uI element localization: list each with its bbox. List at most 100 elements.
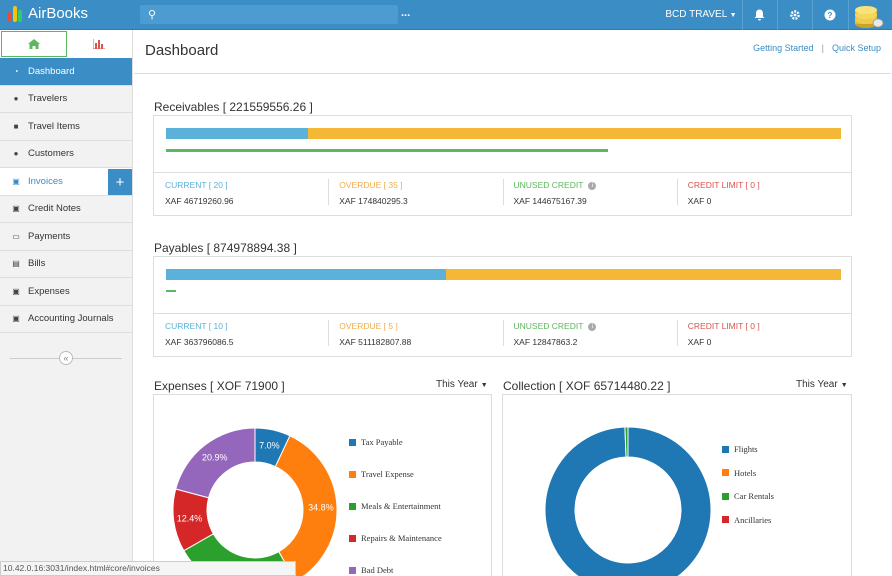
legend-item-hotels[interactable]: Hotels xyxy=(722,468,756,478)
user-icon: ● xyxy=(13,94,19,104)
payables-stats: CURRENT [ 10 ] XAF 363796086.5 OVERDUE [… xyxy=(154,313,851,354)
logo-icon xyxy=(8,5,22,22)
legend-label: Travel Expense xyxy=(361,469,414,479)
legend-label: Repairs & Maintenance xyxy=(361,533,442,543)
legend-item-ancillaries[interactable]: Ancillaries xyxy=(722,515,771,525)
search-box[interactable]: ⚲ xyxy=(140,5,398,24)
sidebar-item-label: Credit Notes xyxy=(28,203,81,215)
credit-limit-label: CREDIT LIMIT [ 0 ] xyxy=(687,321,760,331)
payables-overdue[interactable]: OVERDUE [ 5 ] XAF 511182807.88 xyxy=(328,314,502,354)
organization-name: BCD TRAVEL xyxy=(665,9,727,20)
slice-flights[interactable] xyxy=(544,426,712,576)
info-icon[interactable]: i xyxy=(588,323,597,331)
money-icon: ▣ xyxy=(12,286,20,296)
reports-tab[interactable] xyxy=(67,31,133,57)
sidebar-item-payments[interactable]: ▭ Payments xyxy=(0,223,132,251)
search-input[interactable] xyxy=(166,5,391,24)
payables-current-bar[interactable] xyxy=(166,269,446,280)
legend-swatch xyxy=(349,534,356,542)
organization-dropdown[interactable]: BCD TRAVEL ▼ xyxy=(660,0,742,30)
slice-travel-expense[interactable] xyxy=(274,435,338,576)
sidebar-item-accounting-journals[interactable]: ▣ Accounting Journals xyxy=(0,306,132,333)
receivables-unused-credit-bar xyxy=(166,149,608,152)
receivables-credit-limit[interactable]: CREDIT LIMIT [ 0 ] XAF 0 xyxy=(676,173,851,213)
legend-label: Tax Payable xyxy=(361,437,403,447)
collapse-icon[interactable]: « xyxy=(59,351,73,365)
notifications-button[interactable] xyxy=(742,0,776,30)
add-invoice-button[interactable]: + xyxy=(108,169,132,195)
credits-button[interactable] xyxy=(848,0,892,30)
legend-label: Car Rentals xyxy=(734,491,774,501)
current-value: XAF 363796086.5 xyxy=(165,337,234,347)
bell-icon xyxy=(754,9,765,21)
slice-label: 34.8% xyxy=(308,502,334,512)
payables-unused-credit[interactable]: UNUSED CREDIT i XAF 12847863.2 xyxy=(502,314,677,354)
slice-bad-debt[interactable] xyxy=(175,427,256,499)
sidebar-item-bills[interactable]: ▤ Bills xyxy=(0,251,132,278)
legend-label: Flights xyxy=(734,444,758,454)
payables-current[interactable]: CURRENT [ 10 ] XAF 363796086.5 xyxy=(154,314,328,354)
receivables-current-bar[interactable] xyxy=(166,128,308,139)
period-label: This Year xyxy=(796,379,838,390)
legend-item-tax-payable[interactable]: Tax Payable xyxy=(349,437,403,447)
svg-text:?: ? xyxy=(827,11,832,20)
legend-item-bad-debt[interactable]: Bad Debt xyxy=(349,565,393,575)
expenses-chart-panel: 7.0%34.8%25.0%12.4%20.9% Tax PayableTrav… xyxy=(153,394,492,576)
credit-card-icon: ▭ xyxy=(12,231,20,241)
bar-chart-icon xyxy=(93,39,106,49)
sidebar-item-label: Travelers xyxy=(28,93,68,105)
expenses-title: Expenses [ XOF 71900 ] xyxy=(154,379,285,393)
home-tab[interactable] xyxy=(1,31,67,57)
sidebar-item-label: Accounting Journals xyxy=(28,313,114,325)
expenses-period-dropdown[interactable]: This Year ▼ xyxy=(436,379,488,390)
dashboard-icon: ◔ xyxy=(13,66,19,76)
page-title: Dashboard xyxy=(145,42,219,59)
receivables-title: Receivables [ 221559556.26 ] xyxy=(154,100,313,114)
receivables-current[interactable]: CURRENT [ 20 ] XAF 46719260.96 xyxy=(154,173,328,213)
money-icon: ▣ xyxy=(12,314,20,324)
legend-swatch xyxy=(349,502,356,510)
sidebar-item-label: Customers xyxy=(28,148,74,160)
legend-item-meals-entertainment[interactable]: Meals & Entertainment xyxy=(349,501,441,511)
legend-label: Ancillaries xyxy=(734,514,772,525)
payables-credit-limit[interactable]: CREDIT LIMIT [ 0 ] XAF 0 xyxy=(676,314,851,354)
legend-swatch xyxy=(349,566,356,574)
quick-setup-link[interactable]: Quick Setup xyxy=(831,43,881,53)
app-logo[interactable]: AirBooks xyxy=(8,5,88,22)
info-icon[interactable]: i xyxy=(588,182,597,190)
legend-swatch xyxy=(722,516,729,523)
sidebar-item-credit-notes[interactable]: ▣ Credit Notes xyxy=(0,196,132,223)
credit-limit-value: XAF 0 xyxy=(687,196,712,206)
settings-button[interactable] xyxy=(777,0,811,30)
top-bar: AirBooks ⚲ ... BCD TRAVEL ▼ ? xyxy=(0,0,892,30)
sidebar-item-travel-items[interactable]: ■ Travel Items xyxy=(0,113,132,141)
receivables-overdue-bar[interactable] xyxy=(308,128,841,139)
receivables-unused-credit[interactable]: UNUSED CREDIT i XAF 144675167.39 xyxy=(502,173,677,213)
receivables-overdue[interactable]: OVERDUE [ 35 ] XAF 174840295.3 xyxy=(328,173,502,213)
cart-icon: ▣ xyxy=(12,176,20,186)
legend-item-car-rentals[interactable]: Car Rentals xyxy=(722,491,774,501)
current-label: CURRENT [ 10 ] xyxy=(165,321,228,331)
sidebar-item-travelers[interactable]: ● Travelers xyxy=(0,86,132,113)
document-icon: ▤ xyxy=(12,259,20,269)
current-label: CURRENT [ 20 ] xyxy=(165,180,228,190)
legend-item-travel-expense[interactable]: Travel Expense xyxy=(349,469,414,479)
current-value: XAF 46719260.96 xyxy=(165,196,234,206)
getting-started-link[interactable]: Getting Started xyxy=(753,43,814,53)
slice-label: 12.4% xyxy=(177,514,203,524)
help-button[interactable]: ? xyxy=(812,0,846,30)
sidebar-item-label: Invoices xyxy=(28,175,63,187)
app-name: AirBooks xyxy=(28,5,89,22)
sidebar-item-invoices[interactable]: ▣ Invoices + xyxy=(0,168,132,196)
sidebar-item-dashboard[interactable]: ◔ Dashboard xyxy=(0,58,132,86)
legend-item-repairs-maintenance[interactable]: Repairs & Maintenance xyxy=(349,533,442,543)
chevron-down-icon: ▼ xyxy=(729,12,737,19)
collection-period-dropdown[interactable]: This Year ▼ xyxy=(796,379,848,390)
sidebar-item-customers[interactable]: ● Customers xyxy=(0,141,132,168)
sidebar-item-expenses[interactable]: ▣ Expenses xyxy=(0,278,132,306)
unused-credit-value: XAF 12847863.2 xyxy=(513,337,578,347)
more-options-icon[interactable]: ... xyxy=(401,7,411,19)
legend-item-flights[interactable]: Flights xyxy=(722,444,758,454)
payables-overdue-bar[interactable] xyxy=(446,269,841,280)
slice-car-rentals[interactable] xyxy=(624,426,629,458)
